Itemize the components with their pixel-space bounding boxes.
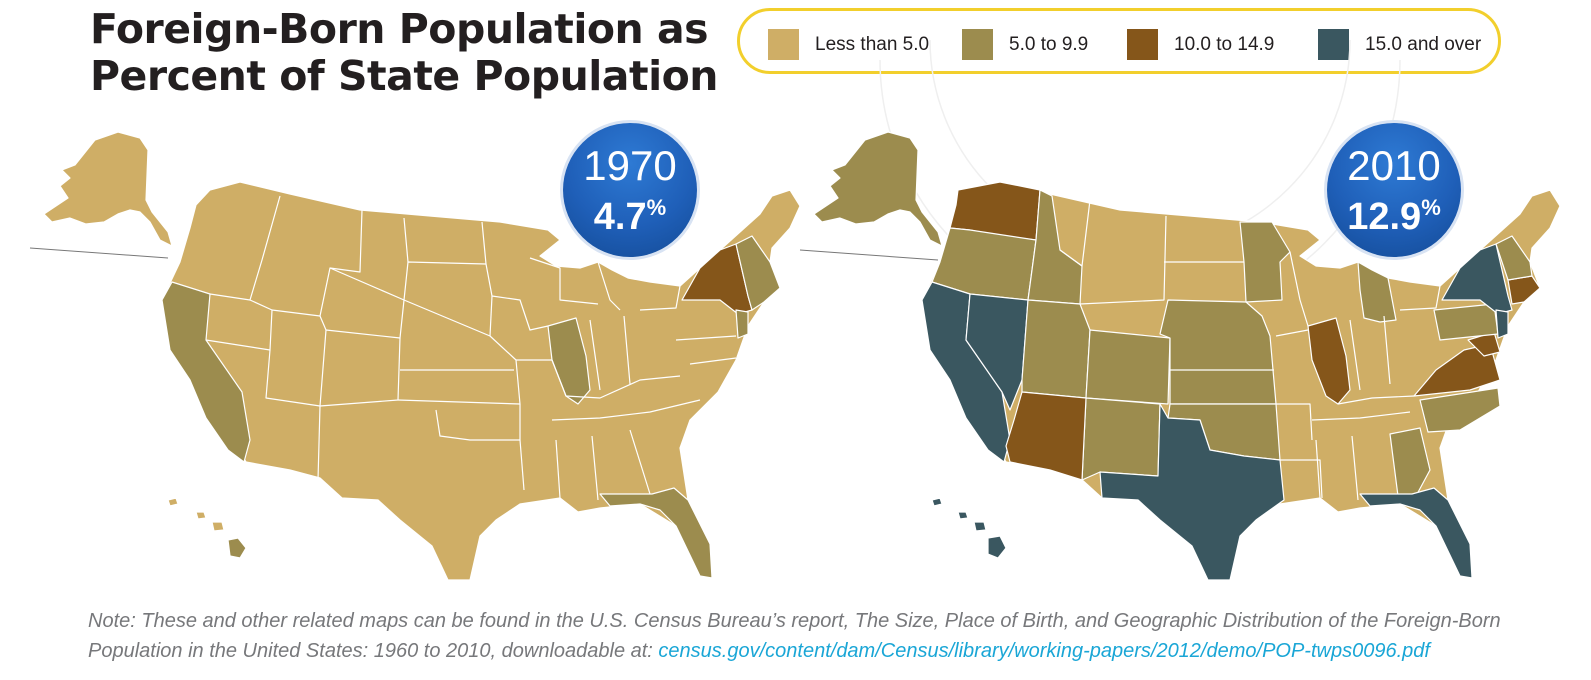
state-new-jersey (735, 309, 749, 339)
lower-48-1970 (161, 181, 801, 581)
state-connecticut-massachusetts (1507, 275, 1541, 305)
map-1970 (29, 131, 801, 581)
state-new-england (735, 235, 781, 311)
badge-percent-value: 4.7 (593, 196, 647, 238)
percent-sign: % (1421, 195, 1441, 220)
state-utah (1021, 299, 1091, 399)
badge-year: 1970 (583, 142, 677, 189)
source-note: Note: These and other related maps can b… (88, 606, 1548, 666)
state-new-mexico (1081, 397, 1161, 481)
state-colorado (1085, 329, 1171, 405)
state-arizona (1005, 391, 1087, 481)
legend-swatch (1127, 29, 1158, 60)
state-minnesota (1239, 221, 1291, 303)
badge-percent-value: 12.9 (1347, 196, 1422, 238)
state-north-carolina (1419, 387, 1501, 433)
state-new-york (1441, 243, 1513, 315)
state-hawaii (227, 537, 247, 559)
legend-swatch (768, 29, 799, 60)
note-text: Note: These and other related maps can b… (88, 610, 1501, 662)
state-alaska (813, 131, 943, 247)
legend-swatch (1318, 29, 1349, 60)
report-link[interactable]: census.gov/content/dam/Census/library/wo… (658, 640, 1430, 662)
state-borders-1970 (205, 195, 737, 501)
legend: Less than 5.0 5.0 to 9.9 10.0 to 14.9 15… (737, 8, 1501, 74)
state-georgia (1389, 427, 1431, 497)
state-nebraska-kansas (1159, 299, 1277, 405)
percent-sign: % (646, 195, 667, 220)
map-2010 (799, 131, 1561, 581)
title-line-2: Percent of State Population (90, 52, 719, 100)
state-pennsylvania (1433, 303, 1499, 341)
state-florida (599, 487, 713, 579)
legend-label: 15.0 and over (1365, 34, 1482, 55)
badge-year: 2010 (1347, 142, 1441, 189)
title-line-1: Foreign-Born Population as (90, 5, 709, 53)
legend-label: 5.0 to 9.9 (1009, 34, 1089, 55)
legend-label: 10.0 to 14.9 (1174, 34, 1275, 55)
state-texas (1099, 403, 1285, 581)
state-michigan (1357, 261, 1397, 323)
state-hawaii (931, 497, 1007, 559)
page-title: Foreign-Born Population as Percent of St… (90, 5, 719, 100)
badge-percent: 4.7% (563, 187, 697, 238)
state-new-jersey (1495, 309, 1509, 339)
legend-swatch (962, 29, 993, 60)
badge-percent: 12.9% (1327, 187, 1461, 238)
year-badge-1970: 1970 4.7% (563, 123, 697, 257)
year-badge-2010: 2010 12.9% (1327, 123, 1461, 257)
state-new-england-north (1495, 235, 1533, 281)
state-hawaii-islands (167, 497, 225, 532)
legend-label: Less than 5.0 (815, 34, 930, 55)
state-florida (1359, 487, 1473, 579)
state-alaska (43, 131, 173, 247)
state-borders-2010 (1059, 199, 1441, 501)
state-illinois (1307, 317, 1351, 405)
state-california (161, 281, 251, 463)
